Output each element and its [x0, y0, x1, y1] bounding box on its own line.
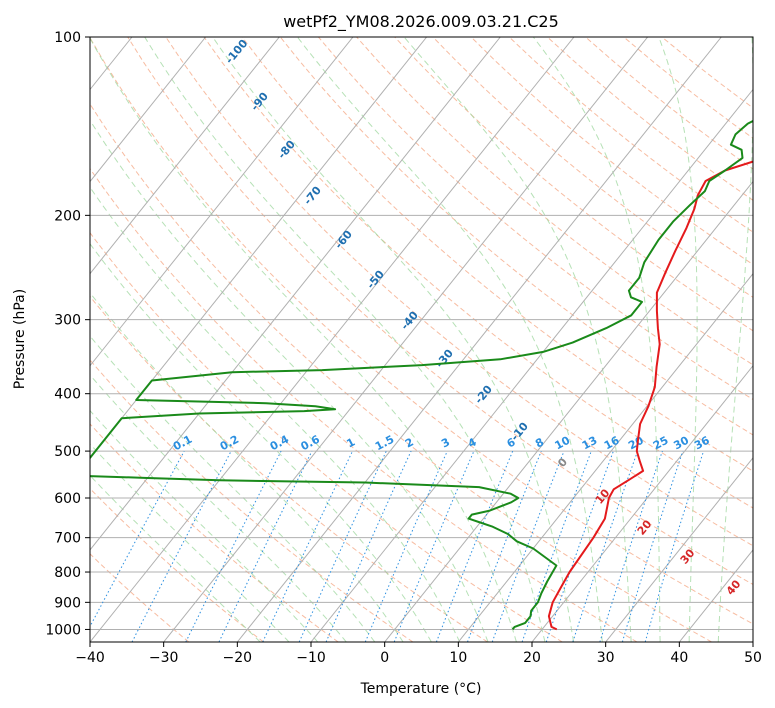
mixing-ratio-line: [621, 450, 684, 642]
y-tick-label: 900: [54, 595, 81, 611]
y-tick-label: 1000: [45, 622, 81, 638]
plot-frame: [89, 36, 754, 643]
moist-adiabats: [90, 37, 753, 642]
moist-adiabat-line: [144, 37, 546, 642]
moist-adiabat-line: [90, 186, 461, 642]
moist-adiabat-line: [90, 443, 290, 642]
x-tick-label: −30: [149, 650, 179, 666]
y-tick-label: 100: [54, 30, 81, 46]
dry-adiabat-line: [279, 37, 753, 436]
isotherm-line: [236, 37, 722, 642]
x-tick-label: 50: [744, 650, 762, 666]
isotherm-line: [310, 88, 753, 642]
y-tick-label: 700: [54, 531, 81, 547]
mixing-ratio-line: [364, 450, 448, 642]
moist-adiabat-line: [658, 37, 698, 642]
dry-adiabat-line: [432, 37, 753, 298]
isotherms: [90, 37, 753, 642]
isotherm-line: [605, 457, 753, 642]
x-tick-label: −10: [296, 650, 326, 666]
x-tick-label: −20: [223, 650, 253, 666]
mixing-ratio-line: [545, 450, 614, 642]
mixing-ratio-label: 20: [626, 434, 646, 453]
x-axis-label: Temperature (°C): [360, 681, 482, 697]
mixing-ratio-line: [185, 450, 282, 642]
moist-adiabat-line: [90, 119, 489, 642]
moist-adiabat-line: [717, 37, 753, 642]
mixing-ratio-line: [521, 450, 592, 642]
dry-adiabat-line: [90, 487, 264, 642]
mixing-ratio-label: 30: [671, 434, 691, 453]
dry-adiabat-line: [394, 37, 753, 332]
dry-adiabat-line: [90, 423, 339, 642]
dry-adiabat-line: [90, 167, 638, 642]
x-axis: −40 −30 −20 −10 0 10 20 30 40 50: [75, 642, 762, 666]
dry-adiabat-line: [203, 37, 753, 509]
isotherm-line: [457, 272, 753, 642]
isotherm-line: [384, 180, 753, 642]
mixing-ratio-line: [467, 450, 542, 642]
y-axis-label: Pressure (hPa): [12, 289, 28, 389]
y-tick-label: 400: [54, 387, 81, 403]
chart-title: wetPf2_YM08.2026.009.03.21.C25: [283, 12, 559, 32]
x-tick-label: 40: [670, 650, 688, 666]
isotherm-line: [90, 37, 501, 551]
y-tick-label: 800: [54, 565, 81, 581]
moist-adiabat-line: [403, 37, 632, 642]
y-tick-label: 500: [54, 444, 81, 460]
mixing-ratio-lines: [90, 450, 705, 642]
y-tick-label: 600: [54, 491, 81, 507]
profile-lines: [90, 119, 753, 631]
mixing-ratio-label: 10: [553, 434, 573, 453]
moist-adiabat-line: [212, 37, 575, 642]
dry-adiabat-line: [356, 37, 753, 366]
mixing-ratio-line: [393, 450, 475, 642]
dry-adiabat-line: [90, 37, 753, 625]
moist-adiabat-line: [90, 37, 517, 642]
mixing-ratio-line: [644, 450, 705, 642]
mixing-ratio-line: [599, 450, 663, 642]
moist-adiabat-line: [90, 335, 376, 642]
dewpoint-profile-line: [90, 119, 753, 631]
mixing-ratio-label: 13: [580, 434, 600, 453]
temperature-profile-line: [547, 160, 753, 631]
x-tick-label: −40: [75, 650, 105, 666]
isotherm-line: [90, 37, 207, 183]
x-tick-label: 20: [523, 650, 541, 666]
mixing-ratio-line: [491, 450, 565, 642]
x-tick-label: 0: [380, 650, 389, 666]
x-tick-label: 10: [449, 650, 467, 666]
isotherm-line: [90, 37, 575, 642]
mixing-ratio-line: [435, 450, 514, 642]
dry-adiabat-line: [90, 295, 488, 642]
isotherm-line: [90, 37, 428, 459]
moist-adiabat-line: [90, 243, 432, 642]
moist-adiabat-line: [90, 292, 404, 642]
mixing-ratio-label: 36: [692, 434, 712, 453]
mixing-ratio-label: 25: [651, 434, 671, 453]
moist-adiabat-line: [297, 37, 603, 642]
mixing-ratio-line: [90, 450, 185, 628]
y-axis: 100 200 300 400 500 600 700 800 900 1000: [45, 30, 90, 638]
isotherm-line: [90, 37, 354, 367]
mixing-ratio-label: 16: [602, 434, 622, 453]
moist-adiabat-line: [90, 374, 347, 642]
moist-adiabat-line: [90, 474, 261, 642]
dry-adiabat-line: [241, 37, 753, 472]
mixing-ratio-line: [325, 450, 412, 642]
dry-adiabat-line: [90, 553, 190, 642]
moist-adiabat-line: [532, 37, 661, 642]
x-tick-label: 30: [597, 650, 615, 666]
isotherm-line: [163, 37, 649, 642]
isotherm-line: [90, 37, 280, 275]
isotherm-line: [531, 364, 753, 642]
y-tick-label: 300: [54, 313, 81, 329]
mixing-ratio-line: [572, 450, 639, 642]
y-tick-label: 200: [54, 208, 81, 224]
